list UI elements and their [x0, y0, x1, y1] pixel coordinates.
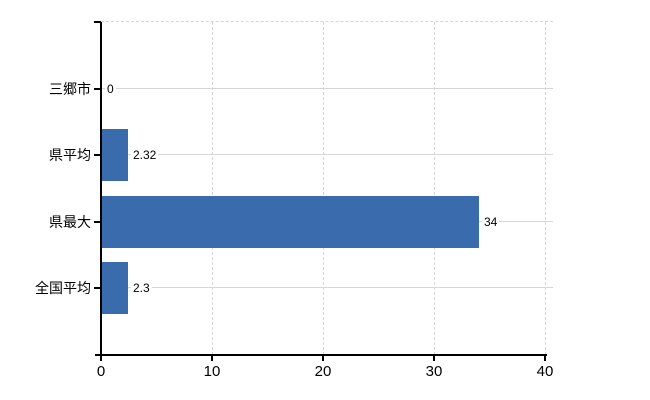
x-tick-label: 40 [536, 363, 554, 380]
y-tick [94, 21, 101, 23]
x-tick-label: 20 [314, 363, 332, 380]
bar [102, 262, 128, 314]
bar-value-label: 34 [482, 214, 500, 229]
x-tick [211, 355, 213, 361]
category-label: 全国平均 [35, 280, 91, 297]
y-axis [100, 22, 102, 361]
category-label: 県平均 [49, 147, 91, 164]
y-tick [94, 87, 101, 90]
x-tick [100, 355, 102, 361]
gridline-horizontal [102, 287, 553, 289]
gridline-vertical [323, 22, 324, 355]
bar [102, 129, 128, 181]
y-tick [94, 154, 101, 157]
gridline-vertical [545, 22, 546, 355]
x-tick [322, 355, 324, 361]
y-tick [94, 220, 101, 223]
plot-top-gridline [101, 21, 553, 22]
x-tick-label: 30 [425, 363, 443, 380]
y-tick [94, 287, 101, 290]
bar-value-label: 0 [105, 81, 116, 96]
bar [102, 196, 479, 248]
bar-value-label: 2.3 [131, 281, 152, 296]
gridline-horizontal [102, 154, 553, 156]
gridline-vertical [434, 22, 435, 355]
x-tick [544, 355, 546, 361]
x-axis [95, 354, 547, 356]
x-tick-label: 0 [96, 363, 106, 380]
x-tick [433, 355, 435, 361]
gridline-vertical [212, 22, 213, 355]
bar-value-label: 2.32 [131, 148, 159, 163]
x-tick-label: 10 [203, 363, 221, 380]
category-label: 三郷市 [49, 80, 91, 97]
category-label: 県最大 [49, 213, 91, 230]
gridline-horizontal [102, 87, 553, 89]
